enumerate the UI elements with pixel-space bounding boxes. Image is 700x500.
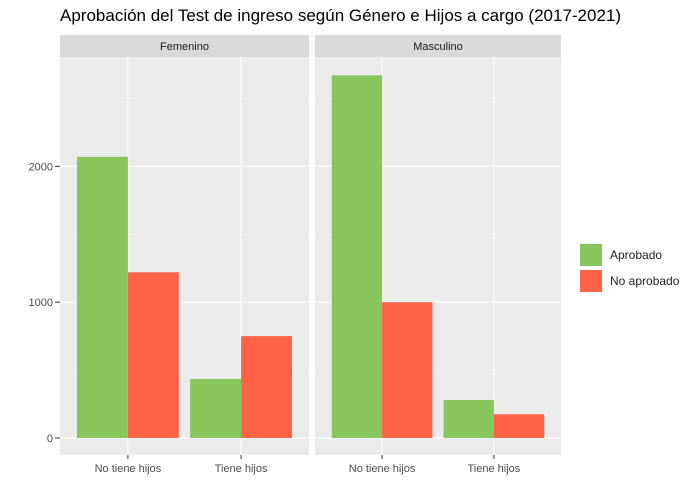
facet-strip-label-masculino: Masculino [413, 41, 463, 53]
bar-femenino-no-tiene-hijos-no-aprobado [127, 272, 179, 439]
legend-key-no-aprobado [580, 270, 602, 292]
legend-key-aprobado [580, 244, 602, 266]
facet-strip [315, 35, 561, 57]
y-tick-label: 0 [47, 433, 53, 445]
legend-item-no-aprobado: No aprobado [580, 269, 679, 293]
legend-label-aprobado: Aprobado [610, 248, 663, 262]
bar-masculino-tiene-hijos-aprobado [443, 399, 494, 439]
legend-item-aprobado: Aprobado [580, 243, 679, 267]
x-tick-label-femenino-no-tiene-hijos: No tiene hijos [95, 463, 162, 475]
bar-masculino-no-tiene-hijos-aprobado [331, 75, 383, 439]
facet-strip-label-femenino: Femenino [160, 41, 209, 53]
y-tick-label: 1000 [29, 297, 53, 309]
bar-femenino-no-tiene-hijos-aprobado [76, 156, 128, 439]
legend-label-no-aprobado: No aprobado [610, 274, 680, 288]
x-tick-label-masculino-no-tiene-hijos: No tiene hijos [349, 463, 416, 475]
bar-femenino-tiene-hijos-aprobado [190, 378, 242, 439]
facet-strip [60, 35, 309, 57]
bar-masculino-no-tiene-hijos-no-aprobado [382, 302, 433, 439]
x-tick-label-femenino-tiene-hijos: Tiene hijos [215, 463, 268, 475]
bar-masculino-tiene-hijos-no-aprobado [493, 414, 545, 439]
legend: Aprobado No aprobado [580, 243, 679, 295]
chart-title: Aprobación del Test de ingreso según Gén… [60, 6, 622, 25]
x-tick-label-masculino-tiene-hijos: Tiene hijos [468, 463, 521, 475]
y-tick-label: 2000 [29, 161, 53, 173]
bar-femenino-tiene-hijos-no-aprobado [241, 336, 293, 439]
